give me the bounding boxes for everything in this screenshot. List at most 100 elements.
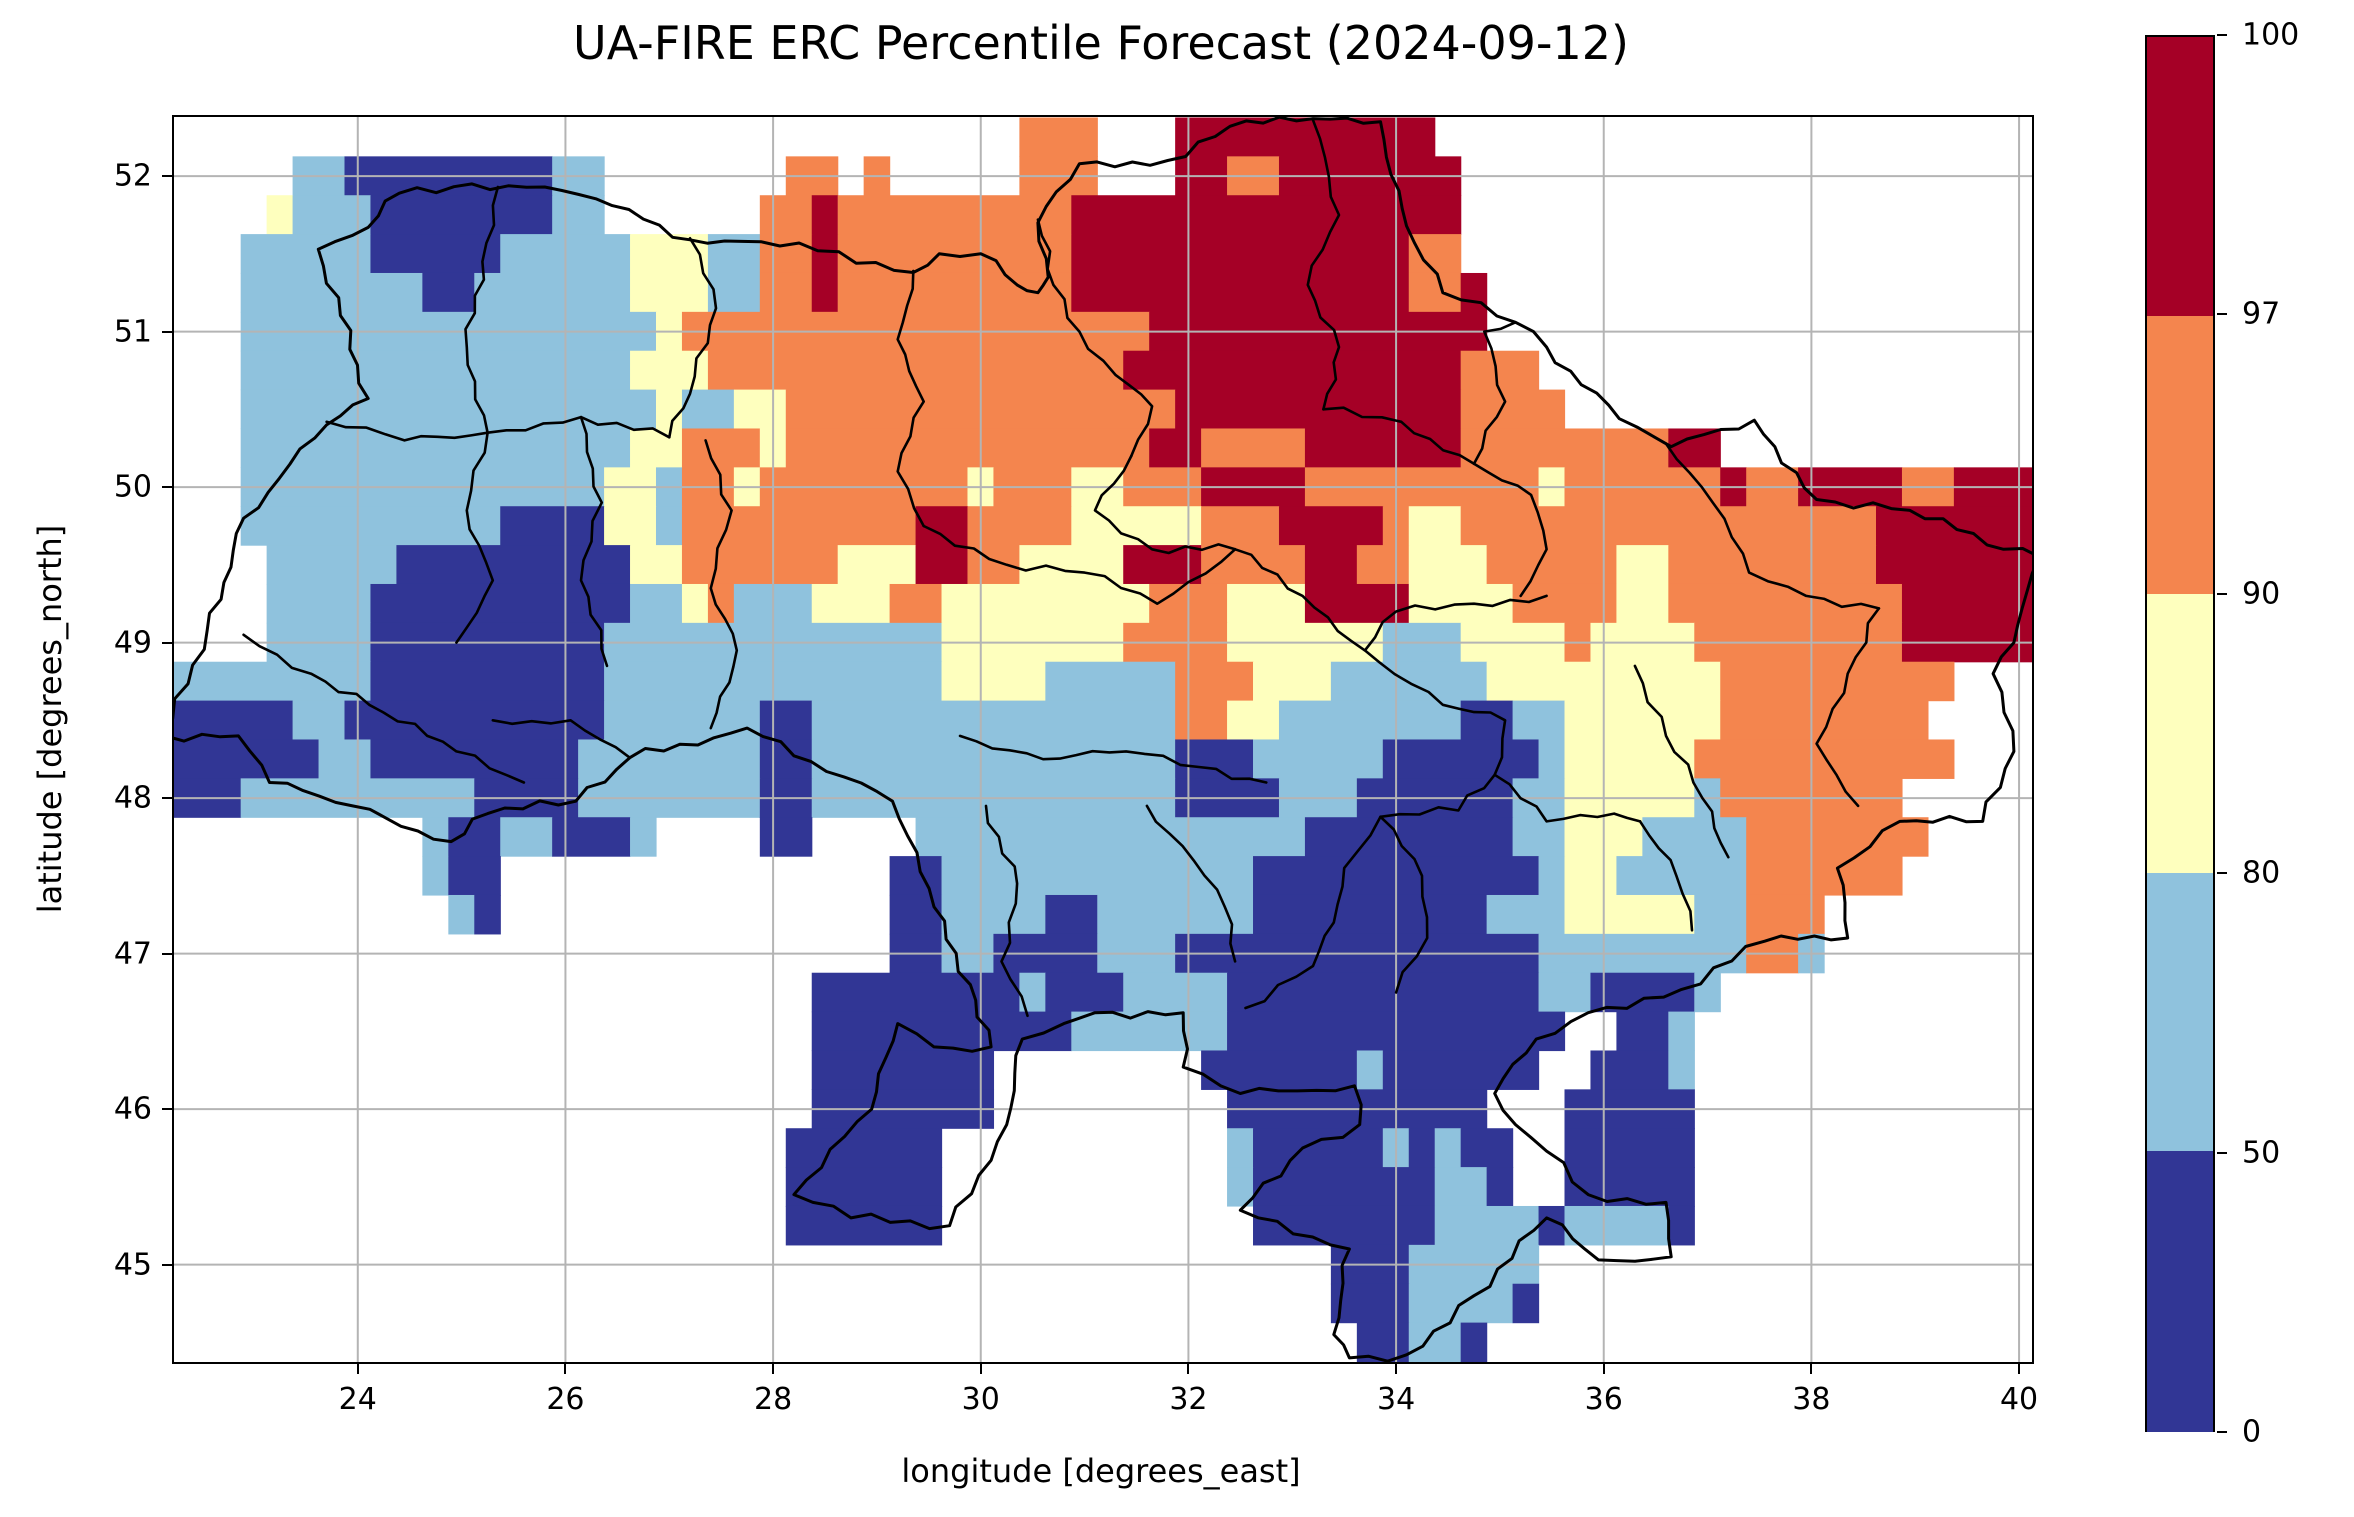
grid-cell-run [1408,1322,1462,1362]
grid-cell-run [1901,583,2032,624]
x-tick-mark [979,1364,982,1374]
grid-cell-run [811,195,839,235]
grid-cell-run [1356,1050,1384,1090]
grid-cell-run [759,700,813,741]
grid-cell-run [630,545,683,585]
grid-cell-run [1564,856,1618,896]
colorbar-tick-mark [2217,1151,2227,1154]
grid-cell-run [889,894,943,935]
grid-cell-run [759,817,813,857]
grid-cell-run [1512,700,1566,741]
y-tick-label: 52 [113,158,152,194]
grid-cell-run [1564,1128,1695,1168]
grid-cell-run [681,428,761,468]
grid-cell-run [1746,817,1929,857]
grid-cell-run [1564,700,1721,741]
grid-cell-run [1382,739,1540,779]
grid-cell-run [604,506,657,546]
grid-cell-run [370,234,501,274]
x-tick-mark [2018,1364,2021,1374]
oblast-border-line [958,734,1268,784]
oblast-border-line [1638,820,1694,932]
grid-cell-run [1668,545,1877,585]
grid-cell-run [1071,234,1410,274]
grid-cell-run [1538,972,1592,1013]
grid-cell-run [422,272,475,313]
oblast-border-line [464,185,500,434]
plot-title: UA-FIRE ERC Percentile Forecast (2024-09… [573,16,1629,70]
grid-cell-run [811,739,1176,779]
oblast-border-line [1322,406,1548,598]
grid-cell-run [1434,1128,1462,1168]
grid-cell-run [1149,428,1202,468]
oblast-border-line [1493,773,1642,823]
oblast-border-line [1664,442,1881,610]
x-tick-mark [1395,1364,1398,1374]
ukraine-erc-heatmap [174,117,2032,1362]
colorbar-tick-mark [2217,313,2227,316]
grid-cell-run [681,583,709,624]
grid-cell-run [1253,1128,1384,1168]
grid-cell-run [240,506,501,546]
x-tick-mark [356,1364,359,1374]
grid-cell-run [292,700,346,741]
grid-cell-run [1253,661,1332,702]
y-tick-label: 45 [113,1247,152,1283]
grid-cell-run [1512,583,1618,624]
grid-cell-run [1564,894,1695,935]
x-tick-label: 38 [1792,1382,1831,1417]
grid-cell-run [681,545,839,585]
grid-cell-run [759,272,813,313]
grid-cell-run [1227,583,1306,624]
grid-cell-run [500,817,553,857]
grid-cell-run [1045,661,1176,702]
grid-cell-run [1175,739,1254,779]
grid-cell-run [785,1128,943,1168]
grid-cell-run [1253,1167,1436,1207]
grid-cell-run [1071,272,1410,313]
grid-cell-run [1694,972,1721,1013]
grid-cell-run [1875,545,2032,585]
oblast-border-line [325,415,671,442]
grid-cell-run [1253,1205,1436,1246]
y-tick-mark [162,797,172,800]
grid-cell-run [1408,545,1488,585]
grid-cell-run [1694,739,1955,779]
y-tick-mark [162,952,172,955]
grid-cell-run [552,195,605,235]
grid-cell-run [344,700,605,741]
grid-cell-run [1512,1283,1540,1324]
grid-cell-run [1201,1050,1358,1090]
grid-cell-run [1175,389,1462,430]
grid-cell-run [266,545,398,585]
oblast-border-line [1472,321,1517,466]
grid-cell-run [1460,428,1669,468]
grid-cell-run [941,894,1046,935]
grid-cell-run [811,700,1176,741]
grid-cell-run [1668,583,1903,624]
colorbar-segment [2147,37,2213,318]
grid-cell-run [370,195,553,235]
y-tick-label: 47 [113,936,152,972]
grid-cell-run [240,389,657,430]
grid-cell-run [266,583,372,624]
grid-cell-run [500,506,605,546]
grid-cell-run [1175,117,1436,157]
x-tick-label: 40 [1999,1382,2039,1417]
grid-cell-run [370,739,579,779]
colorbar-tick-mark [2217,872,2227,875]
grid-cell-run [292,195,372,235]
x-tick-label: 26 [546,1382,585,1417]
grid-cell-run [240,234,372,274]
grid-cell-run [1616,545,1669,585]
x-tick-mark [564,1364,567,1374]
grid-cell-run [370,661,605,702]
colorbar-segment [2147,872,2213,1154]
grid-cell-run [1434,1167,1488,1207]
grid-cell-run [941,856,1254,896]
y-tick-mark [162,1108,172,1111]
grid-cell-run [1616,1011,1669,1052]
oblast-border-line [1363,594,1548,652]
oblast-border-line [1145,804,1237,963]
colorbar-segment [2147,594,2213,875]
